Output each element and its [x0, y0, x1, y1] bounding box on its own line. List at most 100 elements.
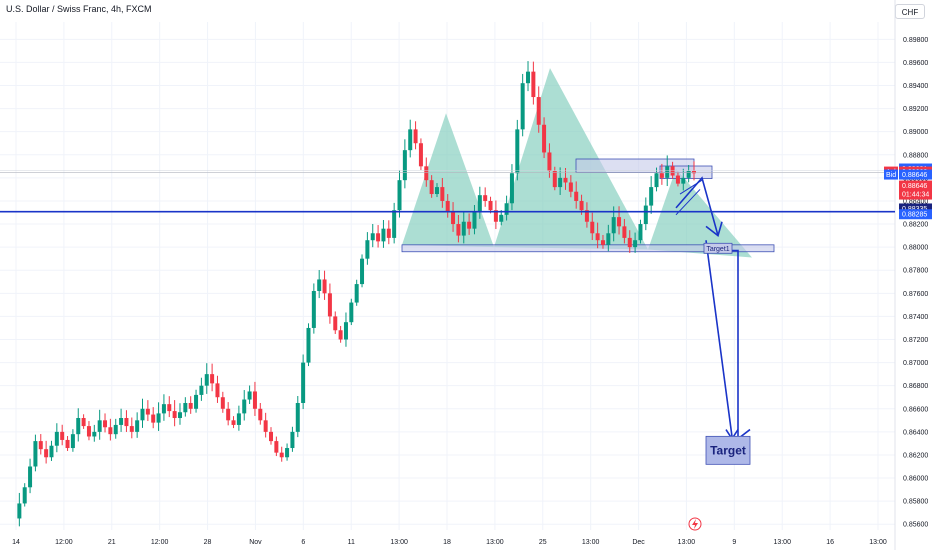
- candle: [574, 181, 579, 209]
- candle: [311, 283, 316, 334]
- candle: [54, 423, 59, 453]
- candle-body: [381, 228, 386, 242]
- x-tick-label: 13:00: [486, 539, 504, 546]
- x-tick-label: 28: [204, 539, 212, 546]
- y-tick-label: 0.89200: [903, 106, 928, 113]
- candle: [526, 61, 531, 92]
- price-labels: 0.88681Ask0.88663Bid0.886460.8864601:44:…: [884, 163, 932, 220]
- candle: [44, 440, 49, 464]
- candle: [408, 119, 413, 158]
- candle: [210, 363, 215, 392]
- candle-body: [231, 420, 236, 425]
- candle: [381, 220, 386, 248]
- candle: [177, 403, 182, 425]
- candle: [472, 204, 477, 235]
- left-shoulder-triangle: [402, 113, 494, 248]
- last-price-tag: 0.88646: [902, 183, 927, 190]
- candle-body: [242, 399, 247, 414]
- candle: [477, 186, 482, 219]
- right-shoulder-triangle: [648, 168, 752, 258]
- line2-price-tag: 0.88285: [902, 212, 927, 219]
- x-tick-label: 25: [539, 539, 547, 546]
- candle-body: [49, 445, 54, 458]
- candle: [675, 171, 680, 187]
- candle: [279, 446, 284, 462]
- candle-body: [509, 173, 514, 204]
- candle: [124, 410, 129, 432]
- candle: [269, 427, 274, 445]
- candle: [692, 161, 696, 181]
- candle: [402, 139, 407, 189]
- candle: [247, 385, 252, 404]
- candle: [119, 408, 124, 432]
- candle-body: [488, 200, 493, 211]
- candle: [338, 325, 343, 343]
- candle-body: [306, 327, 311, 363]
- candle: [509, 164, 514, 211]
- tradingview-logo-icon: [688, 517, 702, 531]
- candle-body: [17, 503, 22, 519]
- candle-body: [317, 279, 322, 292]
- candle-body: [252, 391, 257, 409]
- candle-body: [38, 441, 43, 450]
- candle-body: [477, 195, 482, 213]
- candle-body: [649, 187, 654, 206]
- candle-body: [183, 403, 188, 413]
- y-tick-label: 0.88000: [903, 245, 928, 252]
- candle: [456, 215, 461, 243]
- candle: [590, 212, 595, 241]
- candle: [440, 177, 445, 208]
- candle-body: [172, 411, 177, 419]
- candle-body: [215, 383, 220, 398]
- candle: [418, 138, 423, 170]
- y-tick-label: 0.89800: [903, 37, 928, 44]
- y-tick-label: 0.86000: [903, 476, 928, 483]
- candle-body: [285, 448, 290, 458]
- candle: [108, 418, 113, 441]
- candle-body: [54, 431, 59, 446]
- candle: [386, 220, 391, 245]
- candle-body: [418, 143, 423, 167]
- candle-body: [547, 152, 552, 171]
- projection-arrowhead: [705, 221, 723, 237]
- candle: [606, 224, 611, 252]
- candle: [317, 270, 322, 299]
- candle-body: [515, 129, 520, 174]
- candle-body: [194, 394, 199, 409]
- trade-drawings: Target1 Target: [0, 170, 895, 465]
- x-tick-label: 13:00: [678, 539, 696, 546]
- candle: [343, 312, 348, 347]
- candle: [499, 210, 504, 226]
- candle-body: [542, 124, 547, 153]
- candle-body: [113, 424, 118, 435]
- y-tick-label: 0.85800: [903, 499, 928, 506]
- candle: [151, 407, 156, 429]
- candle: [627, 230, 632, 253]
- candle-body: [590, 221, 595, 234]
- candle-body: [22, 487, 27, 504]
- candle-body: [606, 233, 611, 245]
- candle: [145, 400, 150, 422]
- candle: [424, 157, 429, 187]
- candle: [483, 187, 488, 207]
- candle-body: [145, 408, 150, 415]
- x-tick-label: 13:00: [773, 539, 791, 546]
- candle-body: [461, 221, 466, 236]
- x-tick-label: 16: [826, 539, 834, 546]
- candle: [295, 396, 300, 438]
- y-tick-label: 0.88400: [903, 198, 928, 205]
- logo-ring: [688, 517, 702, 531]
- candle: [322, 270, 327, 300]
- candle: [429, 175, 434, 198]
- time-axis[interactable]: 14 12:00 21 12:00 28 Nov 6 11 13:00 18 13:00 25 13:0…: [12, 539, 887, 546]
- candle: [28, 458, 33, 494]
- candle-body: [28, 466, 33, 488]
- price-axis[interactable]: 0.89800 0.89600 0.89400 0.89200 0.89000 0.888…: [903, 37, 928, 529]
- candle: [327, 283, 332, 324]
- candle: [285, 443, 290, 461]
- candle-body: [81, 418, 86, 427]
- candle: [290, 426, 295, 452]
- y-tick-label: 0.86800: [903, 383, 928, 390]
